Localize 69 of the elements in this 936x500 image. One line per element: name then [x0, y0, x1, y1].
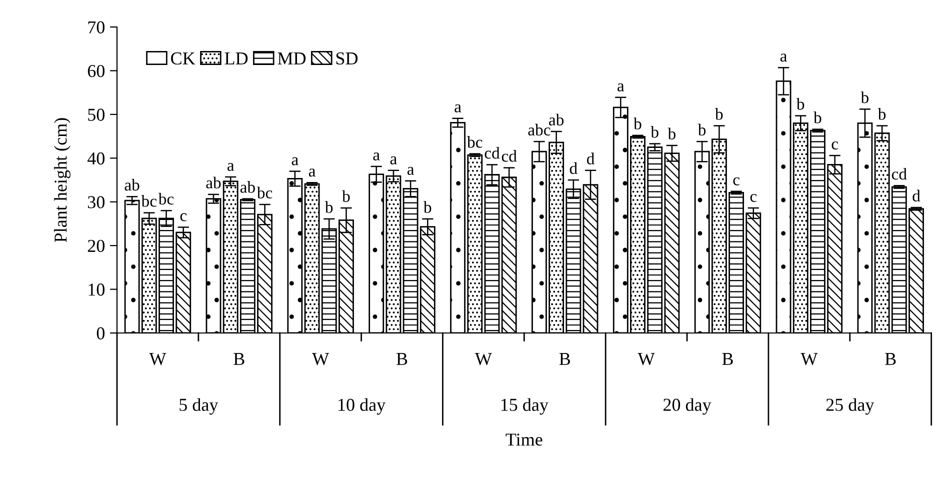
data-label: b — [650, 126, 658, 138]
text: 10 day — [338, 398, 386, 415]
data-label: bc — [158, 192, 174, 205]
data-label: b — [878, 108, 886, 120]
data-label: ab — [549, 114, 564, 126]
data-label: b — [668, 128, 676, 140]
y-tick-label: 40 — [87, 152, 105, 165]
data-label: bc — [141, 195, 157, 207]
data-label: c — [832, 141, 838, 150]
x-tick-label: W — [638, 353, 655, 366]
data-label: a — [227, 162, 234, 171]
data-label: ab — [206, 176, 221, 188]
data-label: b — [796, 98, 804, 110]
data-label: ab — [240, 181, 255, 193]
y-tick-label: 20 — [88, 240, 105, 252]
data-label: a — [292, 157, 298, 166]
data-label: c — [750, 194, 757, 202]
y-axis-title: Plant height (cm) — [54, 118, 70, 242]
text: 5 day — [180, 398, 218, 415]
data-label: d — [570, 162, 578, 174]
data-label: ab — [124, 178, 140, 191]
data-label: b — [814, 112, 822, 124]
data-label: b — [324, 201, 333, 213]
data-label: b — [634, 118, 642, 130]
legend-label: SD — [336, 52, 358, 65]
data-label: b — [715, 108, 723, 120]
x-tick-label: B — [722, 353, 733, 365]
x-tick-label: W — [474, 353, 492, 366]
data-label: a — [407, 166, 414, 175]
x-tick-label: B — [885, 353, 896, 365]
data-label: bc — [256, 186, 272, 198]
data-label: b — [423, 201, 432, 213]
data-label: bc — [467, 136, 482, 148]
text: 25 day — [826, 398, 874, 415]
data-label: a — [308, 168, 316, 177]
data-label: cd — [502, 150, 517, 162]
x-tick-label: W — [312, 353, 330, 366]
data-label: a — [780, 54, 787, 62]
data-label: b — [860, 91, 868, 104]
x-tick-label: W — [149, 353, 166, 366]
y-tick-label: 10 — [88, 284, 105, 296]
x-tick-label: B — [234, 353, 244, 365]
x-tick-label: B — [559, 353, 570, 365]
data-label: d — [912, 190, 920, 202]
data-label: cd — [484, 146, 500, 159]
y-tick-label: 60 — [88, 64, 105, 78]
y-tick-label: 70 — [88, 21, 105, 34]
data-label: c — [733, 177, 740, 186]
y-tick-label: 30 — [88, 196, 105, 208]
legend-label: LD — [224, 52, 248, 64]
data-label: cd — [892, 168, 907, 180]
x-tick-label: W — [800, 353, 818, 366]
y-tick-label: 50 — [88, 108, 105, 121]
text: 20 day — [663, 398, 712, 415]
data-label: a — [373, 152, 380, 160]
legend-label: CK — [171, 52, 196, 65]
y-tick-label: 0 — [96, 327, 105, 340]
data-label: a — [618, 83, 624, 92]
data-label: a — [390, 156, 397, 164]
data-label: c — [180, 213, 187, 222]
data-label: abc — [528, 124, 550, 136]
data-label: d — [586, 152, 594, 164]
x-axis-title: Time — [506, 434, 542, 446]
data-label: b — [342, 190, 350, 202]
x-tick-label: B — [396, 353, 408, 365]
data-label: a — [454, 104, 462, 112]
data-label: b — [698, 124, 706, 136]
text: 15 day — [501, 398, 548, 415]
legend-label: MD — [278, 52, 306, 64]
